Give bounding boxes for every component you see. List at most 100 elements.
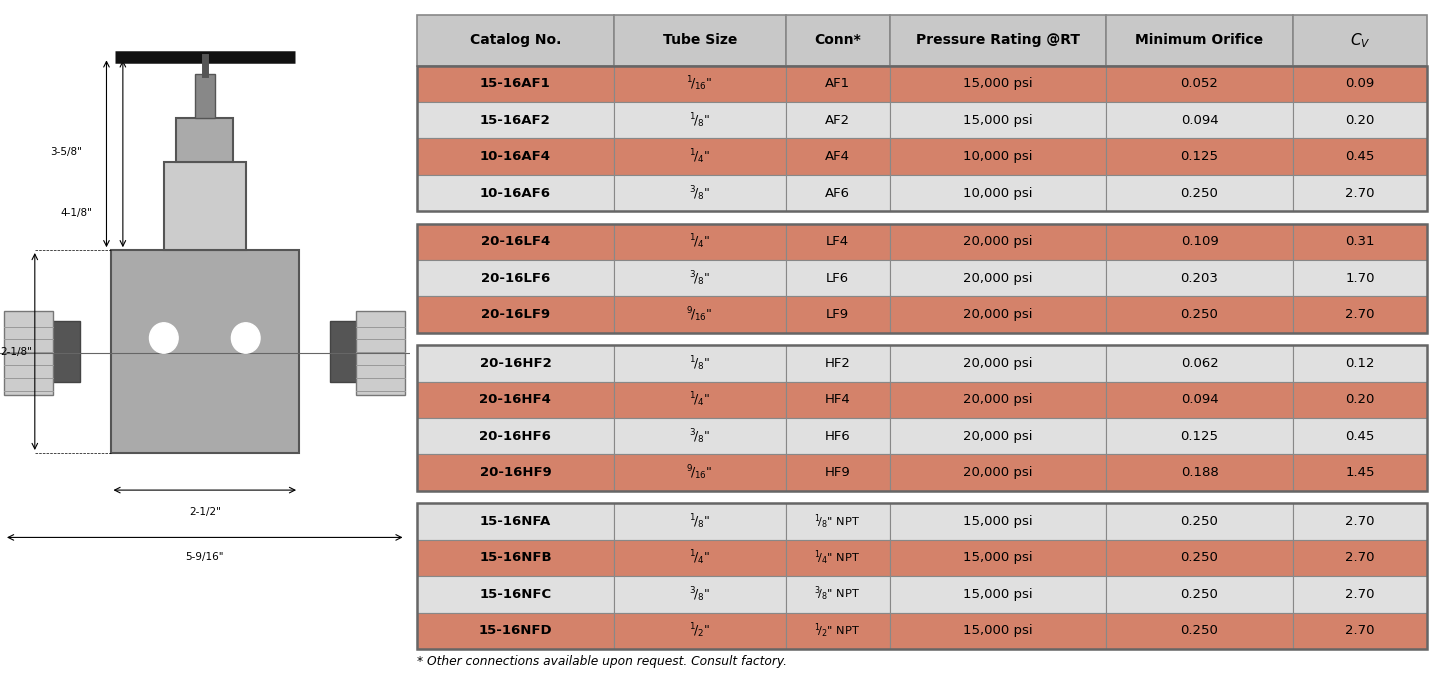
Text: $^{1}\!/_{8}$" NPT: $^{1}\!/_{8}$" NPT [815,512,861,531]
Text: 4-1/8": 4-1/8" [60,208,92,218]
Bar [786,139,890,175]
Text: $^{1}\!/_{8}$": $^{1}\!/_{8}$" [690,512,710,531]
Text: 15-16NFD: 15-16NFD [479,624,552,637]
Bar [417,224,1427,333]
Bar [786,381,890,418]
Text: $^{3}\!/_{8}$": $^{3}\!/_{8}$" [690,184,710,203]
Text: $^{1}\!/_{4}$": $^{1}\!/_{4}$" [690,548,710,567]
Bar [614,102,786,139]
Bar [1105,66,1293,102]
Bar [1293,102,1427,139]
Bar [786,539,890,576]
Text: 0.20: 0.20 [1345,393,1375,406]
Text: * Other connections available upon request. Consult factory.: * Other connections available upon reque… [417,654,787,668]
Text: 0.250: 0.250 [1181,624,1219,637]
Bar [417,139,614,175]
Bar [53,321,80,382]
Bar [1293,539,1427,576]
Bar [890,224,1105,260]
Text: 3-5/8": 3-5/8" [50,147,82,157]
Bar [1105,175,1293,212]
Text: 10-16AF6: 10-16AF6 [480,187,550,199]
Bar [786,102,890,139]
Bar [417,102,614,139]
Bar [111,250,299,453]
Bar [1105,503,1293,539]
Bar [1105,381,1293,418]
Bar [417,454,614,491]
Bar [614,612,786,649]
Text: Conn*: Conn* [815,33,861,47]
Bar [1293,381,1427,418]
Text: 0.188: 0.188 [1181,466,1219,479]
Bar [164,162,246,250]
Text: 20,000 psi: 20,000 psi [963,393,1032,406]
Bar [786,297,890,333]
Text: 2.70: 2.70 [1345,308,1375,321]
Text: 20,000 psi: 20,000 psi [963,308,1032,321]
Bar [614,418,786,454]
Bar [417,345,1427,491]
Bar [614,454,786,491]
Text: 2.70: 2.70 [1345,515,1375,528]
Text: 15-16AF1: 15-16AF1 [480,77,550,91]
Ellipse shape [149,323,178,353]
Text: LF6: LF6 [826,272,849,285]
Text: $^{3}\!/_{8}$": $^{3}\!/_{8}$" [690,269,710,287]
Text: $^{3}\!/_{8}$" NPT: $^{3}\!/_{8}$" NPT [815,585,861,604]
Bar [417,175,614,212]
Text: 0.125: 0.125 [1181,150,1219,163]
Bar [1293,15,1427,66]
Bar [1105,539,1293,576]
Text: 0.250: 0.250 [1181,515,1219,528]
Text: 0.250: 0.250 [1181,187,1219,199]
Text: 0.203: 0.203 [1181,272,1219,285]
Bar [1105,418,1293,454]
Bar [614,539,786,576]
Bar [1105,260,1293,297]
Bar [786,66,890,102]
Text: Tube Size: Tube Size [662,33,737,47]
Bar [614,345,786,381]
Bar [890,418,1105,454]
Text: HF9: HF9 [825,466,851,479]
Text: AF4: AF4 [825,150,851,163]
Text: HF2: HF2 [825,357,851,370]
Text: $^{1}\!/_{4}$": $^{1}\!/_{4}$" [690,147,710,166]
Text: 20,000 psi: 20,000 psi [963,430,1032,443]
Bar [417,576,614,612]
Text: 15,000 psi: 15,000 psi [963,77,1032,91]
Bar [417,66,1427,212]
Text: $^{3}\!/_{8}$": $^{3}\!/_{8}$" [690,585,710,604]
Text: 15,000 psi: 15,000 psi [963,114,1032,127]
Bar [1105,297,1293,333]
Text: LF9: LF9 [826,308,849,321]
Bar [1293,224,1427,260]
Text: 2-1/2": 2-1/2" [188,507,221,517]
Bar [614,224,786,260]
Bar [890,15,1105,66]
Bar [417,345,614,381]
Bar [786,260,890,297]
Ellipse shape [231,323,260,353]
Text: 5-9/16": 5-9/16" [185,552,224,562]
Text: Pressure Rating @RT: Pressure Rating @RT [915,33,1079,47]
Text: 1.45: 1.45 [1345,466,1375,479]
Bar [890,381,1105,418]
Bar [890,102,1105,139]
Bar [1293,418,1427,454]
Text: 2.70: 2.70 [1345,587,1375,601]
Text: 2.70: 2.70 [1345,187,1375,199]
Bar [417,612,614,649]
Text: AF1: AF1 [825,77,851,91]
Bar [890,297,1105,333]
Bar [329,321,356,382]
Bar [890,454,1105,491]
Bar [417,503,1427,649]
Text: 2-1/8": 2-1/8" [0,347,32,356]
Text: 0.31: 0.31 [1345,235,1375,248]
Bar [417,260,614,297]
Bar [786,454,890,491]
Text: $C_V$: $C_V$ [1349,31,1371,49]
Text: 20,000 psi: 20,000 psi [963,235,1032,248]
